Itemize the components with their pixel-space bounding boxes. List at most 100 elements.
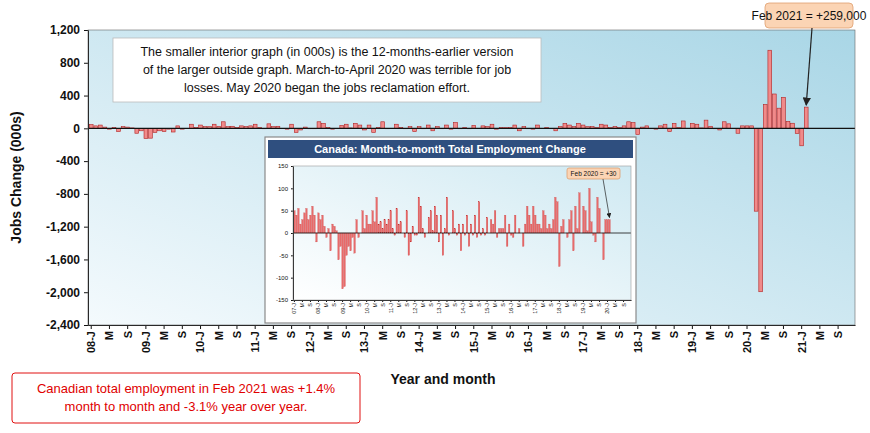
- bar: [362, 211, 364, 233]
- bar: [567, 233, 569, 237]
- y-tick: -800: [56, 187, 88, 201]
- x-tick: M: [540, 325, 552, 340]
- y-tick: 0: [73, 122, 88, 136]
- y-tick-label: -400: [56, 154, 80, 168]
- bar: [356, 220, 358, 233]
- callout-arrow: [806, 28, 812, 105]
- x-tick: M: [468, 300, 474, 308]
- x-tick-label: M: [299, 303, 305, 308]
- bar: [476, 233, 478, 237]
- x-tick-label: 08-J: [85, 331, 97, 353]
- x-tick-mark: [273, 325, 274, 329]
- bar: [540, 229, 542, 233]
- y-tick-label: 400: [60, 89, 80, 103]
- x-tick: 10-J: [364, 300, 370, 314]
- bar: [430, 211, 432, 233]
- y-tick: -100: [276, 275, 293, 281]
- x-tick-label: M: [492, 303, 498, 308]
- x-tick-label: M: [322, 331, 334, 340]
- bar: [563, 220, 565, 233]
- x-tick: M: [420, 300, 426, 308]
- x-tick-label: S: [404, 303, 410, 307]
- footnote-text: Canadian total employment in Feb 2021 wa…: [37, 381, 336, 396]
- y-tick-mark: [84, 227, 88, 228]
- x-tick-label: 20-J: [741, 331, 753, 353]
- x-tick: M: [213, 325, 225, 340]
- bar: [388, 220, 390, 233]
- bar: [595, 233, 597, 242]
- bar: [542, 211, 544, 233]
- bar: [330, 233, 332, 251]
- x-tick: M: [492, 300, 498, 308]
- bar: [398, 224, 400, 233]
- x-axis: 08-JMS09-JMS10-JMS11-JMS12-JMS13-JMS14-J…: [85, 325, 855, 353]
- x-tick-mark: [328, 325, 329, 329]
- x-tick-label: S: [476, 303, 482, 307]
- x-tick-label: S: [176, 331, 188, 338]
- x-tick-mark: [765, 325, 766, 329]
- x-tick-mark: [364, 325, 365, 329]
- bar: [681, 121, 685, 128]
- y-tick-label: 0: [73, 122, 80, 136]
- bar: [672, 123, 676, 128]
- bar: [318, 213, 320, 233]
- bar: [534, 215, 536, 233]
- bar: [512, 233, 514, 237]
- y-tick-label: -800: [56, 187, 80, 201]
- x-tick-label: S: [380, 303, 386, 307]
- x-tick: S: [404, 300, 410, 307]
- callout-box: [567, 168, 620, 179]
- bar: [212, 124, 216, 128]
- bar: [544, 215, 546, 233]
- x-tick-mark: [455, 325, 456, 329]
- y-tick-mark: [84, 63, 88, 64]
- bar: [410, 233, 412, 242]
- x-tick-label: S: [613, 331, 625, 338]
- x-tick-label: S: [452, 303, 458, 307]
- bar: [322, 123, 326, 128]
- bar: [352, 233, 354, 237]
- x-tick-mark: [619, 325, 620, 329]
- bar: [434, 206, 436, 233]
- x-tick-label: M: [431, 331, 443, 340]
- bar: [563, 123, 567, 128]
- bar: [502, 229, 504, 233]
- x-tick-mark: [728, 325, 729, 329]
- x-tick-label: S: [356, 303, 362, 307]
- y-tick-mark: [84, 325, 88, 326]
- x-tick-label: S: [122, 331, 134, 338]
- x-tick: S: [452, 300, 458, 307]
- bar: [555, 197, 557, 233]
- x-tick: M: [612, 300, 618, 308]
- bar: [394, 124, 398, 128]
- x-tick-label: 08-J: [315, 303, 321, 314]
- x-tick-label: M: [396, 303, 402, 308]
- bar: [440, 215, 442, 233]
- x-tick: M: [103, 325, 115, 340]
- bar: [412, 226, 414, 233]
- bar: [727, 124, 731, 129]
- bar: [585, 211, 587, 233]
- bar: [408, 233, 410, 255]
- x-tick-label: S: [307, 303, 313, 307]
- footnote-text: month to month and -3.1% year over year.: [65, 399, 308, 414]
- x-tick: M: [704, 325, 716, 340]
- y-tick-label: 100: [278, 186, 289, 192]
- x-tick-label: 19-J: [686, 331, 698, 353]
- x-tick-mark: [382, 325, 383, 329]
- x-tick: M: [444, 300, 450, 308]
- x-tick-mark: [528, 325, 529, 329]
- x-tick: S: [559, 325, 571, 338]
- footnote-box: [12, 373, 360, 423]
- x-tick: M: [650, 325, 662, 340]
- x-tick: 15-J: [484, 300, 490, 314]
- x-tick-mark: [291, 325, 292, 329]
- y-tick: -1,600: [46, 253, 88, 267]
- bar: [627, 122, 631, 129]
- y-axis: 1,2008004000-400-800-1,200-1,600-2,000-2…: [46, 23, 89, 332]
- x-tick: S: [504, 325, 516, 338]
- x-tick: S: [449, 325, 461, 338]
- x-tick-mark: [655, 325, 656, 329]
- y-tick-label: -2,400: [46, 318, 80, 332]
- y-tick-label: 800: [60, 56, 80, 70]
